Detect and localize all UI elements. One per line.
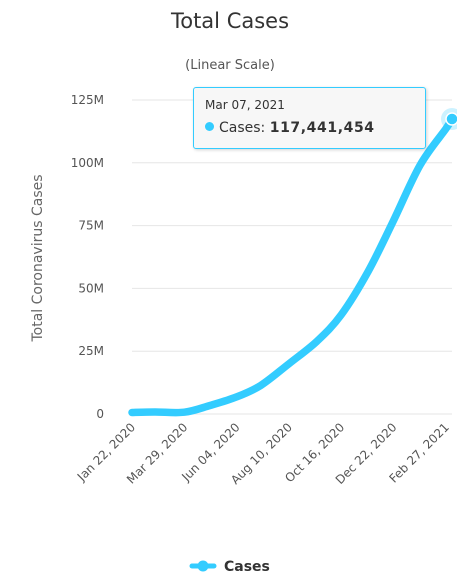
tooltip-series-label: Cases: [219, 120, 266, 136]
y-tick-label: 50M [78, 281, 104, 295]
tooltip: Mar 07, 2021 Cases: 117,441,454 [193, 87, 426, 149]
series-cases[interactable] [128, 107, 457, 417]
legend-label: Cases [224, 559, 270, 575]
tooltip-row: Cases: 117,441,454 [205, 120, 375, 136]
y-tick-label: 0 [96, 407, 104, 421]
chart-title: Total Cases [170, 9, 289, 33]
legend-marker-dot [197, 560, 209, 572]
tooltip-value: 117,441,454 [269, 120, 375, 136]
chart-subtitle: (Linear Scale) [185, 58, 275, 73]
y-tick-label: 75M [78, 219, 104, 233]
y-tick-label: 25M [78, 344, 104, 358]
series-line-cases[interactable] [128, 115, 456, 417]
legend-item-cases[interactable]: Cases [189, 559, 270, 575]
hover-point[interactable] [445, 112, 457, 126]
y-axis-ticks: 0 25M 50M 75M 100M 125M [71, 93, 104, 421]
y-axis-label: Total Coronavirus Cases [30, 174, 46, 342]
tooltip-date: Mar 07, 2021 [205, 98, 285, 112]
y-tick-label: 100M [71, 156, 104, 170]
tooltip-series-dot-icon [205, 122, 214, 131]
y-tick-label: 125M [71, 93, 104, 107]
